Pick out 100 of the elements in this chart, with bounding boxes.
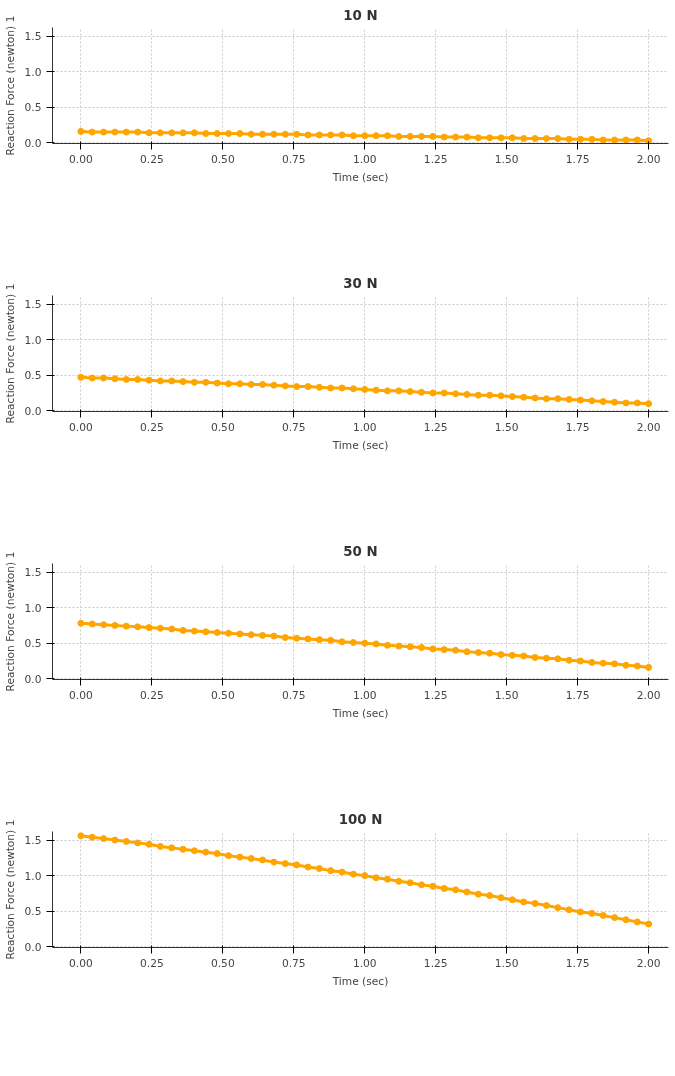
- y-tick-label: 1.0: [24, 869, 42, 883]
- chart-title: 10 N: [343, 7, 378, 23]
- point: [111, 621, 119, 629]
- point: [463, 648, 471, 656]
- point: [497, 894, 505, 902]
- point: [202, 378, 210, 386]
- point: [327, 867, 335, 875]
- x-tick-label: 1.75: [565, 420, 590, 434]
- x-tick-label: 1.50: [494, 152, 519, 166]
- x-tick-label: 2.00: [636, 152, 661, 166]
- point: [429, 882, 437, 890]
- y-tick-label: 1.5: [24, 30, 42, 44]
- point: [565, 906, 573, 914]
- x-tick-label: 1.25: [423, 420, 448, 434]
- point: [111, 128, 119, 136]
- point: [418, 132, 426, 140]
- point: [542, 135, 550, 143]
- point: [202, 848, 210, 856]
- point: [520, 393, 528, 401]
- point: [202, 628, 210, 636]
- y-tick-label: 0.5: [24, 101, 42, 115]
- point: [508, 896, 516, 904]
- y-tick-label: 1.5: [24, 834, 42, 848]
- y-tick-label: 0.0: [24, 136, 42, 150]
- x-tick-label: 1.00: [352, 688, 377, 702]
- point: [554, 655, 562, 663]
- x-tick-label: 0.75: [281, 420, 306, 434]
- point: [611, 660, 619, 668]
- point: [293, 130, 301, 138]
- point: [361, 132, 369, 140]
- y-tick-label: 1.5: [24, 298, 42, 312]
- y-tick-label: 1.0: [24, 601, 42, 615]
- point: [588, 135, 596, 143]
- point: [236, 130, 244, 138]
- point: [418, 643, 426, 651]
- point: [88, 128, 96, 136]
- x-tick-label: 0.00: [69, 152, 93, 166]
- point: [542, 395, 550, 403]
- point: [179, 129, 187, 137]
- point: [599, 911, 607, 919]
- point: [361, 872, 369, 880]
- x-tick-label: 1.25: [423, 152, 448, 166]
- point: [395, 642, 403, 650]
- point: [77, 832, 85, 840]
- point: [179, 378, 187, 386]
- point: [611, 914, 619, 922]
- point: [406, 879, 414, 887]
- point: [190, 627, 198, 635]
- x-tick-label: 0.25: [139, 152, 164, 166]
- point: [179, 626, 187, 634]
- x-tick-label: 2.00: [636, 420, 661, 434]
- point: [315, 383, 323, 391]
- y-tick-label: 1.0: [24, 333, 42, 347]
- x-tick-label: 2.00: [636, 956, 661, 970]
- point: [88, 833, 96, 841]
- point: [134, 623, 142, 631]
- point: [406, 132, 414, 140]
- point: [259, 380, 267, 388]
- point: [190, 129, 198, 137]
- point: [406, 388, 414, 396]
- y-tick-label: 1.5: [24, 566, 42, 580]
- x-tick-label: 1.25: [423, 688, 448, 702]
- point: [520, 652, 528, 660]
- point: [611, 398, 619, 406]
- point: [179, 845, 187, 853]
- x-tick-label: 0.25: [139, 688, 164, 702]
- point: [395, 132, 403, 140]
- point: [531, 135, 539, 143]
- y-axis-title: Reaction Force (newton) 1: [3, 15, 17, 156]
- point: [168, 377, 176, 385]
- point: [463, 888, 471, 896]
- point: [395, 387, 403, 395]
- point: [349, 385, 357, 393]
- point: [100, 128, 108, 136]
- point: [383, 387, 391, 395]
- point: [100, 621, 108, 629]
- point: [225, 130, 232, 138]
- point: [542, 902, 550, 910]
- point: [418, 881, 426, 889]
- x-tick-label: 1.00: [352, 152, 377, 166]
- chart-title: 50 N: [343, 543, 378, 559]
- point: [599, 136, 607, 144]
- point: [497, 392, 505, 400]
- x-tick-label: 0.00: [69, 420, 93, 434]
- point: [622, 399, 630, 407]
- point: [577, 657, 584, 665]
- y-axis-title: Reaction Force (newton) 1: [3, 551, 17, 692]
- point: [202, 130, 210, 138]
- point: [520, 898, 528, 906]
- point: [281, 860, 289, 868]
- point: [440, 389, 448, 397]
- point: [588, 909, 596, 917]
- x-axis-title: Time (sec): [331, 170, 389, 184]
- point: [565, 656, 573, 664]
- point: [633, 399, 641, 407]
- x-tick-label: 0.25: [139, 956, 164, 970]
- point: [429, 389, 437, 397]
- point: [349, 639, 357, 646]
- x-tick-label: 1.50: [494, 688, 519, 702]
- y-tick-label: 1.0: [24, 65, 42, 79]
